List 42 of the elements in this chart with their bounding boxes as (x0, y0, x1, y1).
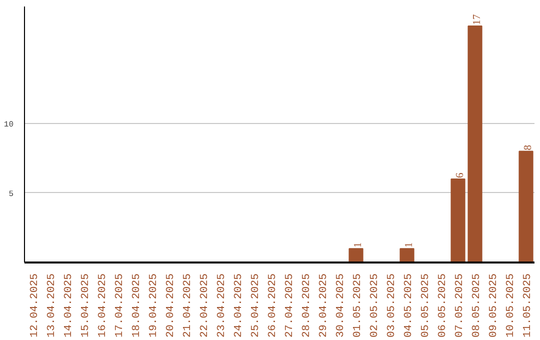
x-tick-label: 18.04.2025 (131, 273, 143, 338)
x-tick-label: 01.05.2025 (352, 273, 364, 338)
x-tick-label: 09.05.2025 (488, 273, 500, 338)
x-tick-label: 25.04.2025 (250, 273, 262, 338)
x-tick-label: 24.04.2025 (233, 273, 245, 338)
x-tick-label: 30.04.2025 (335, 273, 347, 338)
x-tick-label: 15.04.2025 (80, 273, 92, 338)
x-tick-label: 13.04.2025 (46, 273, 58, 338)
x-tick-label: 29.04.2025 (318, 273, 330, 338)
x-tick-label: 07.05.2025 (454, 273, 466, 338)
x-tick-label: 16.04.2025 (97, 273, 109, 338)
y-tick-label: 10 (4, 120, 14, 130)
x-tick-label: 11.05.2025 (522, 273, 534, 338)
data-label: 1 (353, 242, 364, 248)
x-tick-label: 06.05.2025 (437, 273, 449, 338)
bar (348, 248, 364, 262)
y-tick-label: 5 (8, 190, 14, 199)
x-tick-label: 28.04.2025 (301, 273, 313, 338)
bar (400, 248, 414, 262)
bar (468, 25, 482, 262)
x-tick-label: 20.04.2025 (165, 273, 177, 338)
bar (518, 150, 534, 262)
x-tick-label: 08.05.2025 (471, 273, 483, 338)
x-tick-label: 14.04.2025 (63, 273, 75, 338)
x-tick-label: 12.04.2025 (29, 273, 41, 338)
x-tick-label: 23.04.2025 (216, 273, 228, 338)
data-label: 6 (455, 172, 466, 178)
x-tick-label: 10.05.2025 (505, 273, 517, 338)
x-tick-label: 03.05.2025 (386, 273, 398, 338)
x-tick-label: 21.04.2025 (182, 273, 194, 338)
bar (450, 178, 466, 262)
x-tick-label: 04.05.2025 (403, 273, 415, 338)
data-label: 8 (523, 144, 534, 150)
x-tick-label: 27.04.2025 (284, 273, 296, 338)
x-tick-label: 17.04.2025 (114, 273, 126, 338)
data-label: 1 (404, 242, 415, 248)
x-tick-label: 05.05.2025 (420, 273, 432, 338)
x-tick-label: 19.04.2025 (148, 273, 160, 338)
data-label: 17 (472, 14, 483, 25)
x-tick-label: 02.05.2025 (369, 273, 381, 338)
x-tick-label: 22.04.2025 (199, 273, 211, 338)
x-tick-label: 26.04.2025 (267, 273, 279, 338)
